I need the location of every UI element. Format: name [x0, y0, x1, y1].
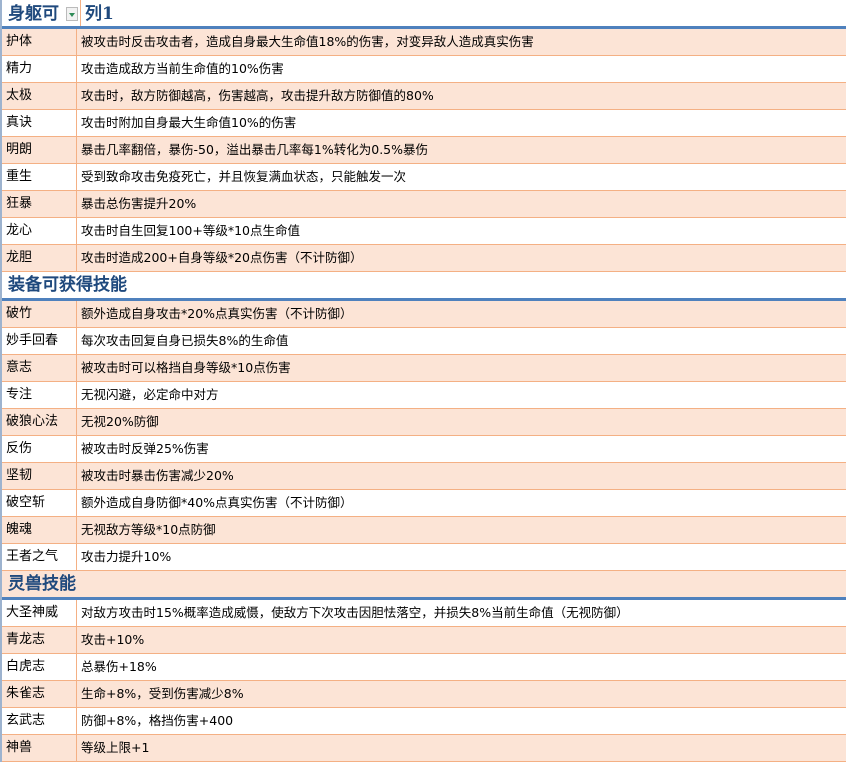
table-row: 意志 被攻击时可以格挡自身等级*10点伤害 [2, 355, 846, 382]
skill-description-cell[interactable]: 被攻击时反击攻击者，造成自身最大生命值18%的伤害，对变异敌人造成真实伤害 [81, 34, 534, 49]
skill-description-cell[interactable]: 攻击时附加自身最大生命值10%的伤害 [81, 115, 297, 130]
skill-description-cell[interactable]: 等级上限+1 [81, 740, 150, 755]
header-cell-column-a[interactable]: 身躯可 [2, 0, 80, 26]
skill-name-cell[interactable]: 白虎志 [2, 654, 77, 680]
skill-description-cell[interactable]: 额外造成自身防御*40%点真实伤害（不计防御） [81, 495, 353, 510]
skill-name-cell[interactable]: 龙胆 [2, 245, 77, 271]
table-row: 反伤 被攻击时反弹25%伤害 [2, 436, 846, 463]
table-row: 妙手回春 每次攻击回复自身已损失8%的生命值 [2, 328, 846, 355]
skill-name-cell[interactable]: 妙手回春 [2, 328, 77, 354]
table-row: 明朗 暴击几率翻倍，暴伤-50，溢出暴击几率每1%转化为0.5%暴伤 [2, 137, 846, 164]
skill-name-cell[interactable]: 王者之气 [2, 544, 77, 570]
skill-name-cell[interactable]: 精力 [2, 56, 77, 82]
section-header-equipment-skills: 装备可获得技能 [2, 272, 846, 301]
skill-description-cell[interactable]: 受到致命攻击免疫死亡，并且恢复满血状态，只能触发一次 [81, 169, 407, 184]
skill-description-cell[interactable]: 总暴伤+18% [81, 659, 157, 674]
table-row: 破竹 额外造成自身攻击*20%点真实伤害（不计防御） [2, 301, 846, 328]
section-title[interactable]: 灵兽技能 [8, 574, 76, 594]
skill-description-cell[interactable]: 暴击几率翻倍，暴伤-50，溢出暴击几率每1%转化为0.5%暴伤 [81, 142, 429, 157]
skill-name-cell[interactable]: 大圣神威 [2, 600, 77, 626]
skill-description-cell[interactable]: 无视敌方等级*10点防御 [81, 522, 216, 537]
skill-name-cell[interactable]: 护体 [2, 29, 77, 55]
skill-description-cell[interactable]: 攻击造成敌方当前生命值的10%伤害 [81, 61, 284, 76]
table-row: 龙心 攻击时自生回复100+等级*10点生命值 [2, 218, 846, 245]
skill-name-cell[interactable]: 魄魂 [2, 517, 77, 543]
skill-name-cell[interactable]: 朱雀志 [2, 681, 77, 707]
skill-description-cell[interactable]: 额外造成自身攻击*20%点真实伤害（不计防御） [81, 306, 353, 321]
skill-description-cell[interactable]: 攻击时造成200+自身等级*20点伤害（不计防御） [81, 250, 363, 265]
skill-description-cell[interactable]: 被攻击时反弹25%伤害 [81, 441, 209, 456]
skill-description-cell[interactable]: 无视闪避，必定命中对方 [81, 387, 219, 402]
table-row: 护体 被攻击时反击攻击者，造成自身最大生命值18%的伤害，对变异敌人造成真实伤害 [2, 29, 846, 56]
table-row: 精力 攻击造成敌方当前生命值的10%伤害 [2, 56, 846, 83]
table-row: 真诀 攻击时附加自身最大生命值10%的伤害 [2, 110, 846, 137]
skill-name-cell[interactable]: 坚韧 [2, 463, 77, 489]
skill-description-cell[interactable]: 被攻击时可以格挡自身等级*10点伤害 [81, 360, 291, 375]
table-row: 大圣神威 对敌方攻击时15%概率造成威慑，使敌方下次攻击因胆怯落空，并损失8%当前… [2, 600, 846, 627]
table-row: 玄武志 防御+8%，格挡伤害+400 [2, 708, 846, 735]
table-row: 朱雀志 生命+8%，受到伤害减少8% [2, 681, 846, 708]
table-row: 重生 受到致命攻击免疫死亡，并且恢复满血状态，只能触发一次 [2, 164, 846, 191]
section-header-pet-skills: 灵兽技能 [2, 571, 846, 600]
skill-name-cell[interactable]: 意志 [2, 355, 77, 381]
skill-name-cell[interactable]: 重生 [2, 164, 77, 190]
skill-name-cell[interactable]: 破竹 [2, 301, 77, 327]
table-row: 魄魂 无视敌方等级*10点防御 [2, 517, 846, 544]
table-row: 太极 攻击时，敌方防御越高，伤害越高，攻击提升敌方防御值的80% [2, 83, 846, 110]
skill-name-cell[interactable]: 青龙志 [2, 627, 77, 653]
skill-description-cell[interactable]: 防御+8%，格挡伤害+400 [81, 713, 234, 728]
skill-description-cell[interactable]: 攻击力提升10% [81, 549, 172, 564]
table-row: 破狼心法 无视20%防御 [2, 409, 846, 436]
skill-name-cell[interactable]: 明朗 [2, 137, 77, 163]
skill-description-cell[interactable]: 暴击总伤害提升20% [81, 196, 197, 211]
skill-name-cell[interactable]: 反伤 [2, 436, 77, 462]
skill-name-cell[interactable]: 专注 [2, 382, 77, 408]
skill-description-cell[interactable]: 攻击+10% [81, 632, 145, 647]
skill-description-cell[interactable]: 生命+8%，受到伤害减少8% [81, 686, 244, 701]
table-row: 坚韧 被攻击时暴击伤害减少20% [2, 463, 846, 490]
skill-name-cell[interactable]: 神兽 [2, 735, 77, 761]
skill-description-cell[interactable]: 每次攻击回复自身已损失8%的生命值 [81, 333, 289, 348]
header-text: 身躯可 [8, 4, 59, 24]
table-header-row: 身躯可 列1 [2, 0, 846, 29]
table-row: 狂暴 暴击总伤害提升20% [2, 191, 846, 218]
skill-name-cell[interactable]: 玄武志 [2, 708, 77, 734]
table-row: 白虎志 总暴伤+18% [2, 654, 846, 681]
table-row: 龙胆 攻击时造成200+自身等级*20点伤害（不计防御） [2, 245, 846, 272]
skill-description-cell[interactable]: 攻击时自生回复100+等级*10点生命值 [81, 223, 300, 238]
header-cell-column-b[interactable]: 列1 [80, 0, 114, 26]
table-row: 青龙志 攻击+10% [2, 627, 846, 654]
skill-name-cell[interactable]: 太极 [2, 83, 77, 109]
skill-description-cell[interactable]: 被攻击时暴击伤害减少20% [81, 468, 234, 483]
skill-name-cell[interactable]: 真诀 [2, 110, 77, 136]
table-row: 专注 无视闪避，必定命中对方 [2, 382, 846, 409]
skill-name-cell[interactable]: 狂暴 [2, 191, 77, 217]
dropdown-filter-icon[interactable] [66, 7, 78, 21]
skill-name-cell[interactable]: 破狼心法 [2, 409, 77, 435]
skill-name-cell[interactable]: 龙心 [2, 218, 77, 244]
section-title[interactable]: 装备可获得技能 [8, 275, 127, 295]
skill-description-cell[interactable]: 攻击时，敌方防御越高，伤害越高，攻击提升敌方防御值的80% [81, 88, 434, 103]
skill-description-cell[interactable]: 无视20%防御 [81, 414, 159, 429]
table-row: 破空斩 额外造成自身防御*40%点真实伤害（不计防御） [2, 490, 846, 517]
skill-description-cell[interactable]: 对敌方攻击时15%概率造成威慑，使敌方下次攻击因胆怯落空，并损失8%当前生命值（… [81, 605, 629, 620]
table-row: 王者之气 攻击力提升10% [2, 544, 846, 571]
skill-name-cell[interactable]: 破空斩 [2, 490, 77, 516]
